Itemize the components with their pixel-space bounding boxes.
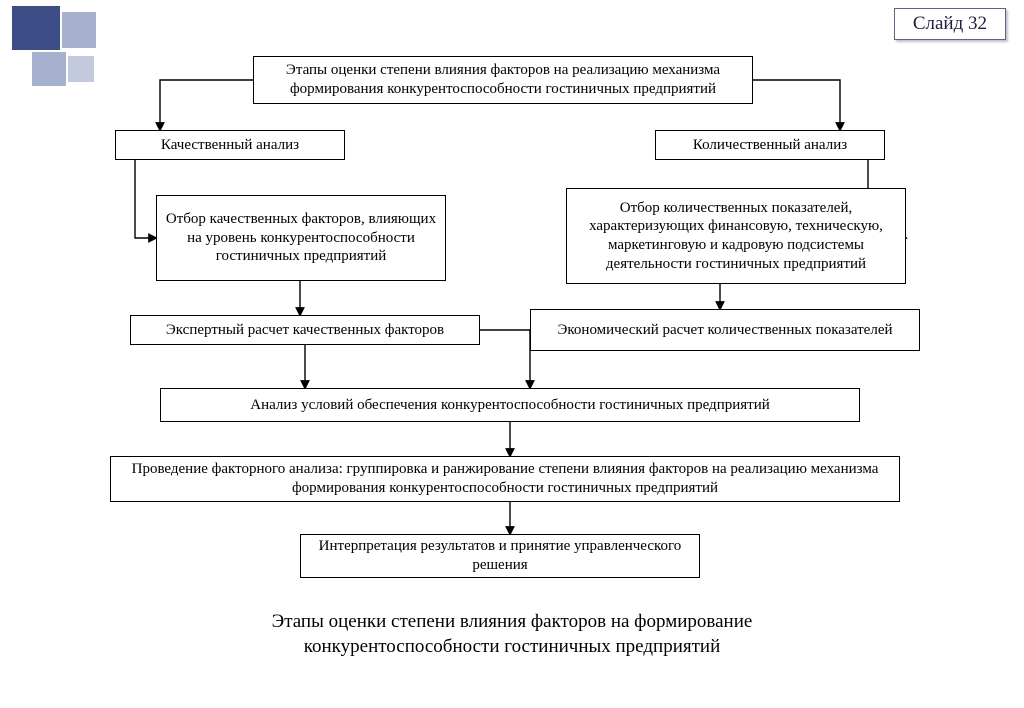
edge-e2	[753, 80, 840, 130]
flow-node-label: Этапы оценки степени влияния факторов на…	[262, 61, 744, 99]
flow-node-n3a: Отбор качественных факторов, влияющих на…	[156, 195, 446, 281]
flowchart-canvas: Этапы оценки степени влияния факторов на…	[0, 0, 1024, 708]
flow-node-n2a: Качественный анализ	[115, 130, 345, 160]
flow-node-label: Качественный анализ	[161, 136, 299, 155]
flow-node-n7: Интерпретация результатов и принятие упр…	[300, 534, 700, 578]
flow-node-label: Экспертный расчет качественных факторов	[166, 321, 444, 340]
caption-line2: конкурентоспособности гостиничных предпр…	[0, 635, 1024, 660]
caption-line1: Этапы оценки степени влияния факторов на…	[0, 610, 1024, 635]
slide-caption: Этапы оценки степени влияния факторов на…	[0, 610, 1024, 659]
flow-node-label: Проведение факторного анализа: группиров…	[119, 460, 891, 498]
flow-node-label: Отбор количественных показателей, характ…	[575, 199, 897, 274]
edge-e3	[135, 160, 156, 238]
flow-node-n3b: Отбор количественных показателей, характ…	[566, 188, 906, 284]
flow-node-label: Анализ условий обеспечения конкурентоспо…	[250, 396, 770, 415]
flow-node-n5: Анализ условий обеспечения конкурентоспо…	[160, 388, 860, 422]
flow-node-n2b: Количественный анализ	[655, 130, 885, 160]
flow-node-n4b: Экономический расчет количественных пока…	[530, 309, 920, 351]
edge-e1	[160, 80, 253, 130]
flow-node-label: Отбор качественных факторов, влияющих на…	[165, 210, 437, 266]
flowchart-edges	[0, 0, 1024, 708]
flow-node-n6: Проведение факторного анализа: группиров…	[110, 456, 900, 502]
flow-node-label: Экономический расчет количественных пока…	[557, 321, 892, 340]
flow-node-label: Интерпретация результатов и принятие упр…	[309, 537, 691, 575]
flow-node-n4a: Экспертный расчет качественных факторов	[130, 315, 480, 345]
flow-node-n1: Этапы оценки степени влияния факторов на…	[253, 56, 753, 104]
flow-node-label: Количественный анализ	[693, 136, 847, 155]
